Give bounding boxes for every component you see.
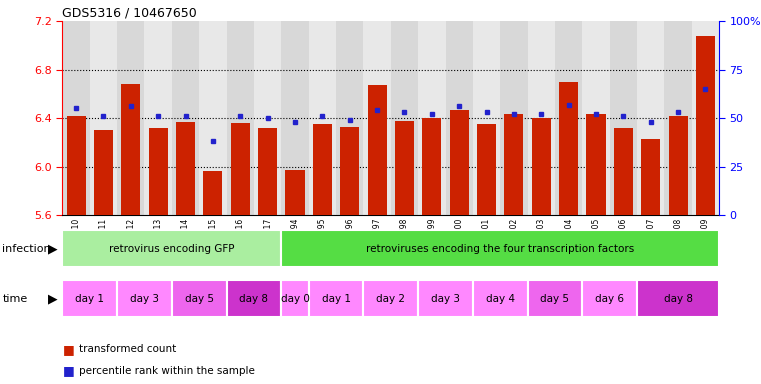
Bar	[582, 21, 610, 215]
Text: retroviruses encoding the four transcription factors: retroviruses encoding the four transcrip…	[366, 243, 635, 254]
Bar	[90, 21, 117, 215]
Bar	[368, 85, 387, 215]
Bar	[527, 21, 555, 215]
Bar	[445, 21, 473, 215]
Bar	[282, 21, 309, 215]
Bar	[117, 280, 172, 317]
Text: day 4: day 4	[486, 293, 514, 304]
Bar	[477, 124, 496, 215]
Text: ▶: ▶	[48, 292, 58, 305]
Text: day 3: day 3	[431, 293, 460, 304]
Bar	[313, 124, 332, 215]
Bar	[668, 116, 688, 215]
Bar	[418, 280, 473, 317]
Text: day 8: day 8	[240, 293, 269, 304]
Bar	[450, 109, 469, 215]
Text: ■: ■	[62, 343, 74, 356]
Bar	[62, 230, 282, 267]
Bar	[637, 280, 719, 317]
Text: transformed count: transformed count	[79, 344, 177, 354]
Bar	[62, 21, 90, 215]
Text: day 3: day 3	[130, 293, 159, 304]
Text: ■: ■	[62, 364, 74, 377]
Bar	[587, 114, 606, 215]
Bar	[199, 21, 227, 215]
Text: day 8: day 8	[664, 293, 693, 304]
Bar	[610, 21, 637, 215]
Bar	[172, 21, 199, 215]
Bar	[117, 21, 145, 215]
Bar	[282, 280, 309, 317]
Bar	[559, 82, 578, 215]
Text: day 2: day 2	[376, 293, 406, 304]
Text: GDS5316 / 10467650: GDS5316 / 10467650	[62, 7, 197, 20]
Bar	[527, 280, 582, 317]
Bar	[148, 128, 167, 215]
Bar	[637, 21, 664, 215]
Bar	[422, 118, 441, 215]
Bar	[254, 21, 282, 215]
Bar	[94, 130, 113, 215]
Bar	[614, 128, 633, 215]
Bar	[555, 21, 582, 215]
Bar	[258, 128, 277, 215]
Bar	[145, 21, 172, 215]
Bar	[231, 123, 250, 215]
Bar	[227, 21, 254, 215]
Bar	[203, 171, 222, 215]
Bar	[176, 122, 195, 215]
Bar	[172, 280, 227, 317]
Text: day 1: day 1	[75, 293, 104, 304]
Text: percentile rank within the sample: percentile rank within the sample	[79, 366, 255, 376]
Bar	[285, 170, 304, 215]
Bar	[642, 139, 661, 215]
Bar	[391, 21, 418, 215]
Text: day 6: day 6	[595, 293, 624, 304]
Bar	[282, 230, 719, 267]
Bar	[505, 114, 524, 215]
Bar	[309, 280, 364, 317]
Bar	[66, 116, 86, 215]
Bar	[473, 21, 500, 215]
Text: retrovirus encoding GFP: retrovirus encoding GFP	[109, 243, 234, 254]
Bar	[395, 121, 414, 215]
Text: ▶: ▶	[48, 242, 58, 255]
Text: infection: infection	[2, 243, 51, 254]
Bar	[364, 21, 390, 215]
Bar	[696, 36, 715, 215]
Bar	[473, 280, 527, 317]
Bar	[664, 21, 692, 215]
Bar	[532, 118, 551, 215]
Text: day 5: day 5	[540, 293, 569, 304]
Text: day 1: day 1	[322, 293, 351, 304]
Text: time: time	[2, 293, 27, 304]
Bar	[364, 280, 418, 317]
Bar	[692, 21, 719, 215]
Text: day 0: day 0	[281, 293, 310, 304]
Bar	[336, 21, 364, 215]
Bar	[62, 280, 117, 317]
Bar	[309, 21, 336, 215]
Bar	[500, 21, 527, 215]
Bar	[227, 280, 282, 317]
Bar	[340, 127, 359, 215]
Text: day 5: day 5	[185, 293, 214, 304]
Bar	[121, 84, 140, 215]
Bar	[418, 21, 445, 215]
Bar	[582, 280, 637, 317]
